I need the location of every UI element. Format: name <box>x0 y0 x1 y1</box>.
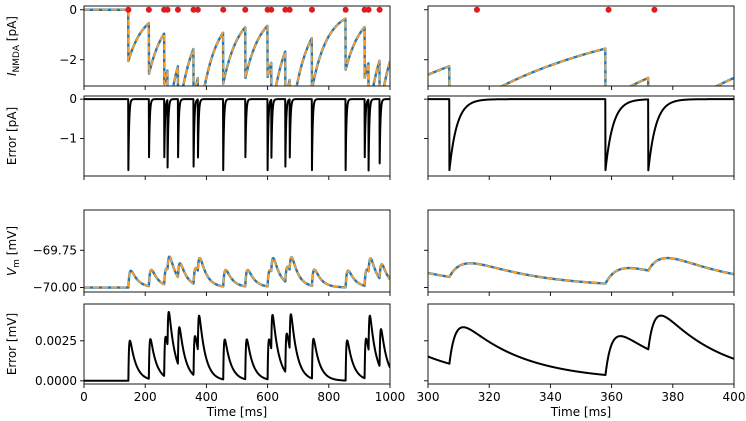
y-tick-label: −69.75 <box>33 243 77 257</box>
spike-marker <box>286 6 293 13</box>
y-tick-label: −1 <box>59 132 77 146</box>
panel-nmda_zoom <box>424 5 735 90</box>
x-tick-label: 400 <box>195 390 218 404</box>
x-tick-label: 300 <box>417 390 440 404</box>
y-axis-label: Vm [mV] <box>5 226 22 276</box>
panel-vm_err_zoom: 300 320 340 360 380 400 Time [ms] <box>417 303 746 419</box>
series-approximation-line <box>84 8 390 86</box>
spike-marker <box>164 6 171 13</box>
spike-marker <box>242 6 249 13</box>
spike-marker <box>268 6 275 13</box>
panel-nmda_err_full: 0 −1 Error [pA] <box>5 92 391 180</box>
series-approximation-line <box>84 255 390 289</box>
y-tick-label: 0.0025 <box>35 334 77 348</box>
panel-nmda_full: 0 −2 INMDA [pA] <box>5 3 391 90</box>
axes-frame <box>83 95 391 177</box>
axes-frame <box>83 303 391 385</box>
y-axis-label: INMDA [pA] <box>5 16 22 76</box>
axes-frame <box>427 303 735 385</box>
y-tick-label: 0 <box>69 3 77 17</box>
x-tick-label: 600 <box>256 390 279 404</box>
y-tick-label: 0 <box>69 92 77 106</box>
spike-marker <box>145 6 152 13</box>
series-error-line <box>428 98 734 172</box>
axes-frame <box>427 209 735 293</box>
panel-vm_zoom <box>424 209 735 296</box>
spike-marker <box>473 6 480 13</box>
x-tick-label: 400 <box>723 390 746 404</box>
axes-frame <box>83 209 391 293</box>
x-tick-label: 320 <box>478 390 501 404</box>
axes-frame <box>427 95 735 177</box>
x-tick-label: 360 <box>600 390 623 404</box>
panel-vm_err_full: 0 200 400 600 800 1000 0.0025 0.0000 Error [mV] T… <box>5 303 406 419</box>
axes-frame <box>83 5 391 87</box>
series-approximation-line <box>428 47 734 86</box>
series-error-line <box>84 98 390 172</box>
spike-marker <box>308 6 315 13</box>
x-axis-label: Time [ms] <box>550 405 612 419</box>
spike-marker <box>194 6 201 13</box>
y-tick-label: −2 <box>59 53 77 67</box>
spike-marker <box>220 6 227 13</box>
y-tick-label: 0.0000 <box>35 374 77 388</box>
series-approximation-line <box>428 257 734 285</box>
y-tick-label: −70.00 <box>33 281 77 295</box>
x-tick-label: 0 <box>80 390 88 404</box>
x-tick-label: 380 <box>661 390 684 404</box>
spike-marker <box>342 6 349 13</box>
spike-marker <box>282 6 289 13</box>
spike-marker <box>125 6 132 13</box>
series-reference-line <box>428 47 734 86</box>
x-axis-label: Time [ms] <box>206 405 268 419</box>
spike-marker <box>190 6 197 13</box>
series-error-line <box>428 314 734 376</box>
spike-marker <box>605 6 612 13</box>
series-error-line <box>84 310 390 382</box>
spike-marker <box>651 6 658 13</box>
y-axis-label: Error [mV] <box>5 313 19 375</box>
x-tick-label: 200 <box>134 390 157 404</box>
panel-vm_full: −69.75 −70.00 Vm [mV] <box>5 209 391 296</box>
spike-marker <box>365 6 372 13</box>
x-tick-label: 340 <box>539 390 562 404</box>
spike-marker <box>376 6 383 13</box>
x-tick-label: 800 <box>317 390 340 404</box>
y-axis-label: Error [pA] <box>5 107 19 165</box>
axes-frame <box>427 5 735 87</box>
spike-marker <box>174 6 181 13</box>
panel-nmda_err_zoom <box>424 95 735 180</box>
x-tick-label: 1000 <box>375 390 406 404</box>
